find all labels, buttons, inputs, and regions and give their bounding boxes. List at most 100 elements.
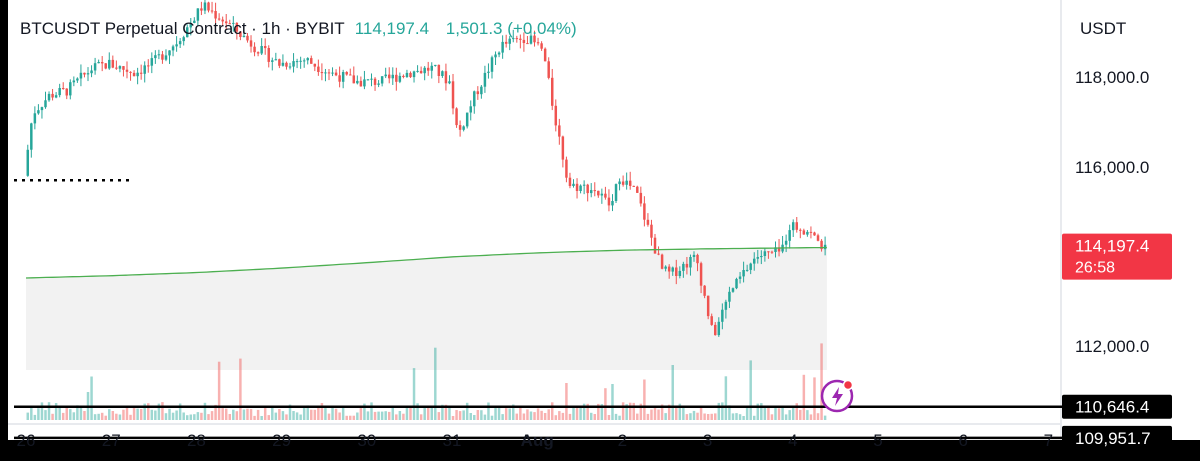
candle-body bbox=[735, 278, 738, 289]
candle-body bbox=[689, 257, 692, 268]
volume-bar bbox=[554, 415, 558, 420]
candle-body bbox=[104, 63, 107, 69]
volume-bar bbox=[129, 414, 132, 420]
x-tick-label: 30 bbox=[357, 431, 376, 450]
candle-body bbox=[465, 112, 469, 127]
candle-body bbox=[625, 180, 628, 185]
candle-body bbox=[377, 83, 380, 85]
line-price-tag bbox=[1062, 394, 1172, 419]
candle-body bbox=[129, 71, 132, 73]
volume-bar bbox=[72, 412, 76, 420]
volume-bar bbox=[816, 413, 820, 420]
lightning-badge-icon[interactable] bbox=[820, 379, 854, 413]
candle-body bbox=[111, 59, 115, 68]
candle-body bbox=[356, 80, 359, 84]
candle-body bbox=[341, 72, 345, 82]
candle-body bbox=[614, 184, 618, 201]
candle-body bbox=[699, 263, 703, 286]
candle-body bbox=[331, 72, 334, 74]
candle-body bbox=[232, 22, 235, 24]
volume-bar bbox=[813, 377, 816, 420]
volume-bar bbox=[44, 410, 47, 420]
volume-bar bbox=[714, 413, 717, 420]
volume-bar bbox=[639, 403, 643, 420]
volume-bar bbox=[274, 412, 278, 420]
volume-bar bbox=[618, 415, 621, 420]
candle-body bbox=[253, 46, 256, 53]
volume-bar bbox=[338, 412, 341, 420]
volume-bar bbox=[33, 414, 37, 420]
currency-label[interactable]: USDT bbox=[1080, 19, 1126, 38]
candle-body bbox=[175, 44, 178, 47]
volume-bar bbox=[115, 413, 118, 420]
volume-bar bbox=[139, 409, 143, 420]
candle-body bbox=[115, 67, 118, 69]
candle-body bbox=[334, 72, 338, 76]
candle-body bbox=[402, 75, 405, 77]
horizontal-lines[interactable] bbox=[14, 405, 1062, 440]
candle-body bbox=[667, 266, 671, 272]
candle-body bbox=[352, 75, 356, 84]
volume-bar bbox=[820, 343, 823, 420]
volume-bar bbox=[738, 414, 742, 420]
volume-bar bbox=[458, 411, 462, 420]
volume-bar bbox=[210, 411, 214, 420]
volume-bar bbox=[235, 411, 239, 420]
volume-bar bbox=[781, 406, 784, 420]
volume-bar bbox=[678, 403, 682, 420]
line-price-label: 109,951.7 bbox=[1075, 429, 1151, 448]
volume-bar bbox=[83, 411, 86, 420]
volume-bar bbox=[65, 406, 68, 420]
volume-bar bbox=[614, 413, 618, 420]
candle-body bbox=[770, 251, 774, 253]
candle-body bbox=[480, 86, 483, 95]
candle-body bbox=[763, 251, 767, 256]
volume-bar bbox=[788, 410, 791, 420]
candle-body bbox=[363, 79, 366, 87]
candle-body bbox=[540, 43, 543, 49]
volume-bar bbox=[795, 403, 798, 420]
volume-bar bbox=[97, 413, 100, 420]
volume-bar bbox=[150, 409, 154, 420]
volume-bar bbox=[278, 409, 281, 420]
y-tick-label: 112,000.0 bbox=[1075, 337, 1149, 356]
candle-body bbox=[816, 235, 820, 241]
volume-bar bbox=[809, 414, 813, 420]
volume-bar bbox=[749, 360, 752, 420]
candle-body bbox=[618, 181, 621, 185]
candle-body bbox=[458, 125, 462, 130]
candle-body bbox=[522, 39, 526, 43]
volume-bar bbox=[171, 412, 175, 420]
volume-bar bbox=[405, 406, 409, 420]
x-tick-label: 7 bbox=[1044, 431, 1053, 450]
time-axis[interactable]: 26 27 28 29 30 31 Aug 2 3 4 5 6 7 bbox=[17, 431, 1054, 450]
candle-body bbox=[263, 46, 267, 49]
volume-bar bbox=[281, 411, 285, 420]
volume-bar bbox=[657, 409, 660, 420]
candle-body bbox=[164, 55, 168, 60]
volume-bar bbox=[508, 408, 511, 420]
x-tick-label: 29 bbox=[272, 431, 291, 450]
volume-bar bbox=[451, 416, 455, 420]
volume-bar bbox=[745, 406, 749, 420]
volume-bar bbox=[221, 408, 224, 420]
volume-bar bbox=[777, 408, 781, 420]
candle-body bbox=[799, 229, 802, 231]
candle-body bbox=[487, 71, 490, 73]
candle-body bbox=[802, 230, 806, 235]
candle-body bbox=[536, 42, 540, 44]
volume-bar bbox=[597, 403, 600, 420]
volume-bar bbox=[331, 407, 334, 420]
volume-bar bbox=[58, 407, 61, 420]
volume-bar bbox=[224, 408, 228, 420]
volume-bar bbox=[774, 405, 777, 420]
candle-body bbox=[529, 35, 533, 44]
volume-bar bbox=[650, 409, 653, 420]
header-last-price: 114,197.4 bbox=[354, 19, 430, 38]
candle-body bbox=[373, 78, 377, 85]
price-axis[interactable]: 118,000.0 116,000.0 112,000.0 bbox=[1075, 68, 1149, 356]
candle-body bbox=[210, 10, 214, 12]
volume-bar bbox=[632, 402, 635, 420]
